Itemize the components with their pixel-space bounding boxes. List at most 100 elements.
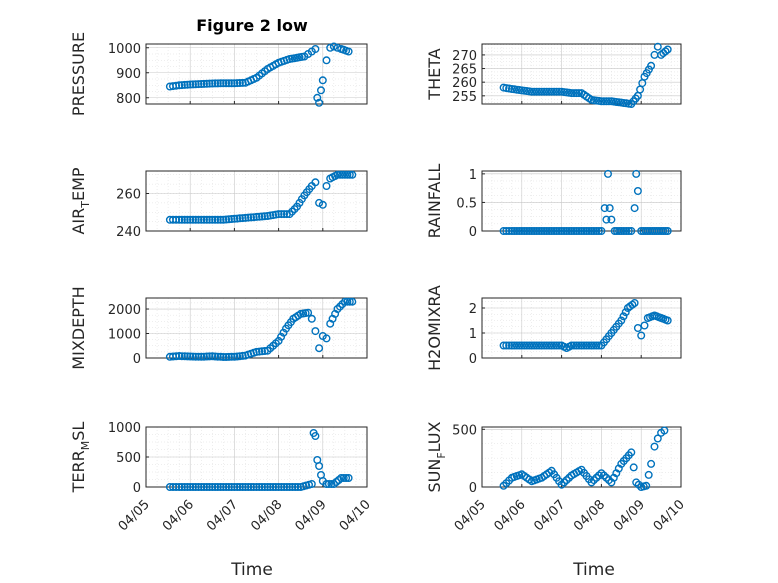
data-point: [545, 341, 554, 350]
data-point: [527, 226, 536, 235]
data-point: [633, 324, 642, 333]
data-point: [515, 341, 524, 350]
data-point: [172, 215, 181, 224]
axes-border: [481, 426, 682, 488]
data-point: [255, 212, 264, 221]
figure-title: Figure 2 low: [196, 16, 308, 35]
data-point: [348, 297, 357, 306]
data-point: [342, 474, 351, 483]
data-point: [313, 93, 322, 102]
data-point: [224, 352, 233, 361]
data-point: [507, 226, 516, 235]
data-point: [537, 226, 546, 235]
data-point: [244, 483, 253, 492]
data-point: [624, 226, 633, 235]
data-point: [277, 210, 286, 219]
data-point: [653, 42, 662, 51]
data-point: [605, 204, 614, 213]
data-point: [194, 215, 203, 224]
data-point: [589, 341, 598, 350]
data-point: [336, 302, 345, 311]
data-point: [290, 205, 299, 214]
data-point: [572, 89, 581, 98]
data-point: [537, 341, 546, 350]
y-tick-label: 500: [452, 423, 477, 438]
y-axis-label-main: RAINFALL: [425, 164, 444, 239]
data-point: [211, 79, 220, 88]
data-point: [322, 181, 331, 190]
panel-rainfall: 0 0.5 1 RAINFALL: [425, 164, 682, 240]
data-point: [307, 480, 316, 489]
data-point: [186, 483, 195, 492]
axes-border: [481, 170, 682, 232]
data-point: [224, 483, 233, 492]
data-point: [345, 170, 354, 179]
data-point: [599, 97, 608, 106]
x-tick-label: 04/08: [248, 497, 285, 534]
data-point: [274, 483, 283, 492]
y-tick-label: 2: [469, 302, 477, 317]
data-point: [527, 341, 536, 350]
y-tick-label: 0: [469, 481, 477, 496]
data-point: [199, 215, 208, 224]
data-point: [219, 215, 228, 224]
y-axis-label: RAINFALL: [425, 164, 444, 239]
data-point: [322, 56, 331, 65]
y-tick-label: 0: [133, 352, 141, 367]
data-point: [235, 483, 244, 492]
axes-border: [481, 43, 682, 105]
data-point: [575, 89, 584, 98]
data-point: [252, 347, 261, 356]
y-tick-label: 1000: [108, 421, 141, 436]
x-tick-label: 04/05: [116, 497, 153, 534]
data-point: [318, 200, 327, 209]
y-tick-label: 255: [452, 90, 477, 105]
data-point: [197, 79, 206, 88]
data-point: [542, 226, 551, 235]
data-point: [227, 352, 236, 361]
data-point: [499, 226, 508, 235]
data-point: [633, 186, 642, 195]
data-point: [597, 226, 606, 235]
data-point: [263, 483, 272, 492]
y-axis-label: PRESSURE: [69, 32, 88, 116]
data-point: [340, 170, 349, 179]
data-point: [515, 226, 524, 235]
y-tick-label: 260: [452, 76, 477, 91]
data-point: [557, 226, 566, 235]
data-point: [510, 341, 519, 350]
data-point: [542, 87, 551, 96]
x-tick-label: 04/10: [337, 497, 374, 534]
data-point: [637, 331, 646, 340]
data-point: [230, 79, 239, 88]
data-point: [183, 483, 192, 492]
y-axis-label-subscript: M: [79, 441, 92, 451]
panel-h2omixra: 0 1 2 H2OMIXRA: [425, 285, 682, 371]
y-axis-label: TERRMSL: [69, 422, 92, 494]
data-point: [282, 483, 291, 492]
data-point: [622, 226, 631, 235]
data-point: [535, 87, 544, 96]
data-point: [304, 308, 313, 317]
data-point: [322, 480, 331, 489]
data-point: [172, 81, 181, 90]
data-point: [348, 170, 357, 179]
data-point: [177, 352, 186, 361]
data-point: [230, 352, 239, 361]
data-point: [597, 97, 606, 106]
data-point: [585, 341, 594, 350]
data-point: [202, 352, 211, 361]
data-point: [175, 352, 184, 361]
x-axis-label-right: Time: [572, 560, 615, 580]
data-point: [567, 341, 576, 350]
data-point: [540, 341, 549, 350]
data-point: [540, 87, 549, 96]
data-point: [269, 483, 278, 492]
data-point: [663, 226, 672, 235]
data-point: [222, 483, 231, 492]
data-point: [499, 341, 508, 350]
data-point: [333, 170, 342, 179]
data-point: [285, 210, 294, 219]
data-point: [230, 214, 239, 223]
data-point: [172, 483, 181, 492]
